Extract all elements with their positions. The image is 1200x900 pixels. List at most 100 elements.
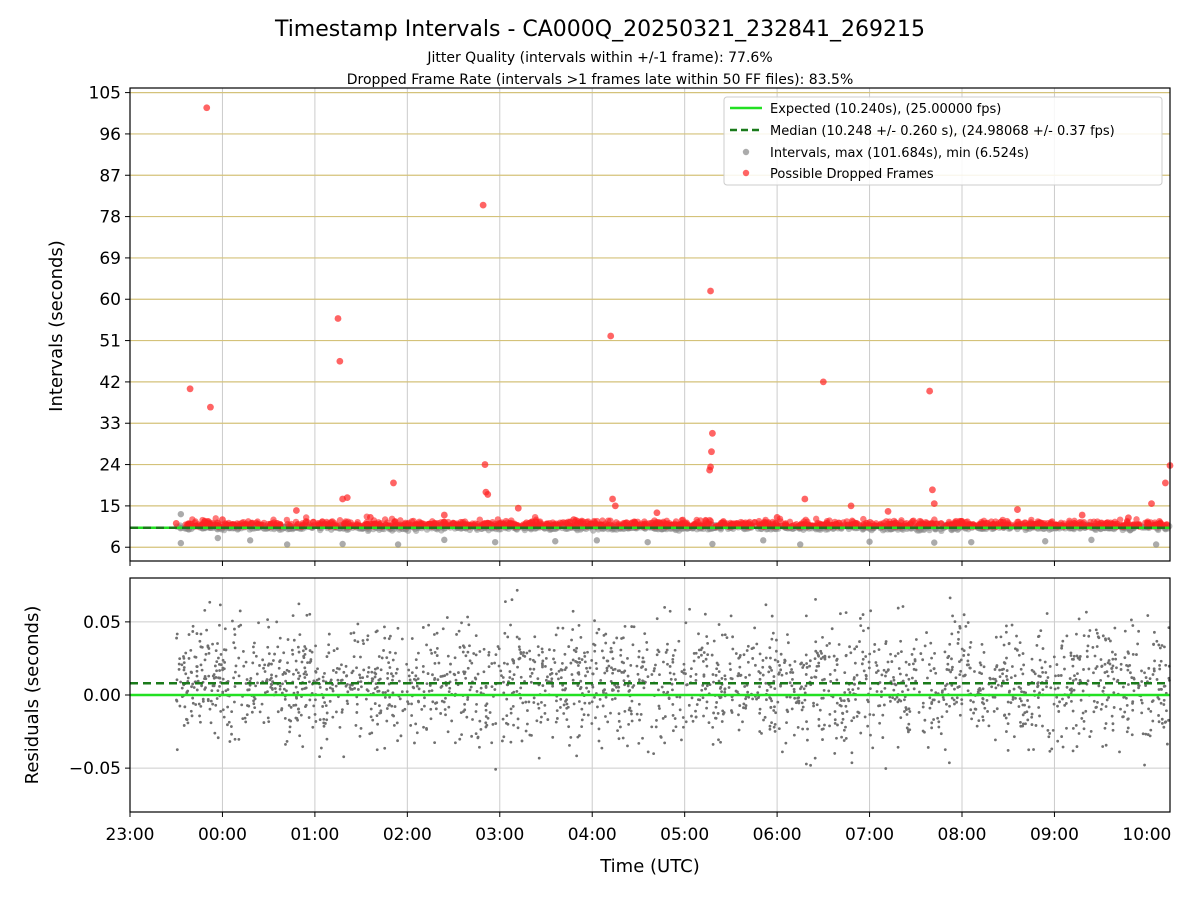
residual-point bbox=[403, 707, 407, 711]
residual-point bbox=[233, 633, 237, 636]
residual-point bbox=[897, 667, 901, 670]
residual-point bbox=[955, 700, 959, 704]
dropped-frame-point bbox=[952, 517, 960, 525]
residual-point bbox=[814, 669, 818, 673]
residual-point bbox=[465, 715, 469, 719]
dropped-frame-outlier-point bbox=[570, 516, 578, 524]
residual-point bbox=[767, 670, 771, 674]
residual-point bbox=[653, 667, 656, 670]
residual-point bbox=[611, 688, 614, 691]
residual-point bbox=[484, 715, 488, 718]
residual-point bbox=[215, 669, 218, 673]
residual-point bbox=[401, 709, 405, 713]
residual-point bbox=[298, 734, 302, 738]
residual-point bbox=[1162, 698, 1166, 702]
residual-point bbox=[407, 668, 411, 672]
residual-point bbox=[311, 725, 315, 729]
residual-point bbox=[861, 613, 865, 616]
residual-point bbox=[241, 650, 245, 653]
residual-point bbox=[904, 684, 908, 688]
residual-point bbox=[650, 673, 654, 676]
residual-point bbox=[823, 657, 827, 661]
bottom-x-tick-label: 09:00 bbox=[1030, 825, 1079, 845]
residual-point bbox=[1160, 721, 1164, 725]
residual-point bbox=[353, 639, 357, 642]
residual-point bbox=[680, 670, 684, 673]
residual-point bbox=[1078, 654, 1082, 658]
residual-point bbox=[300, 687, 304, 691]
residual-point bbox=[287, 703, 291, 707]
residual-point bbox=[586, 670, 590, 674]
top-y-tick-label: 96 bbox=[99, 125, 121, 145]
residual-point bbox=[817, 661, 821, 665]
residual-point bbox=[882, 703, 886, 707]
residual-point bbox=[474, 732, 478, 736]
residual-point bbox=[280, 707, 284, 710]
residual-point bbox=[640, 666, 643, 669]
dropped-frame-point bbox=[814, 521, 821, 528]
residual-point bbox=[557, 669, 561, 673]
residual-point bbox=[721, 709, 725, 713]
residual-point bbox=[892, 678, 896, 682]
residual-point bbox=[889, 699, 892, 703]
residual-point bbox=[571, 609, 575, 613]
residual-point bbox=[660, 685, 664, 689]
residual-point bbox=[904, 706, 908, 709]
residual-point bbox=[455, 633, 458, 636]
residual-point bbox=[1086, 644, 1090, 648]
residual-point bbox=[846, 697, 850, 701]
residual-point bbox=[429, 717, 433, 721]
residual-point bbox=[948, 642, 952, 646]
residual-point bbox=[452, 672, 456, 676]
residual-point bbox=[701, 696, 705, 700]
residual-point bbox=[1038, 714, 1041, 718]
residual-point bbox=[336, 678, 340, 682]
residual-point bbox=[1033, 689, 1036, 693]
residual-point bbox=[868, 687, 872, 691]
residual-point bbox=[571, 678, 575, 682]
residual-point bbox=[1082, 719, 1086, 723]
residual-point bbox=[217, 662, 221, 666]
residual-point bbox=[506, 635, 510, 639]
residual-point bbox=[1144, 684, 1148, 688]
residual-point bbox=[623, 709, 627, 713]
residual-point bbox=[1034, 724, 1038, 727]
residual-point bbox=[943, 687, 947, 691]
residual-point bbox=[283, 716, 287, 720]
residual-point bbox=[559, 697, 563, 701]
residual-point bbox=[359, 726, 363, 730]
residual-point bbox=[445, 672, 449, 676]
residual-point bbox=[327, 651, 331, 655]
residual-point bbox=[880, 673, 884, 677]
residual-point bbox=[433, 741, 437, 745]
residual-point bbox=[1027, 748, 1031, 752]
residual-point bbox=[616, 729, 619, 733]
residual-point bbox=[963, 674, 966, 678]
residual-point bbox=[966, 689, 970, 693]
residual-point bbox=[1103, 662, 1107, 666]
residual-point bbox=[1140, 701, 1144, 705]
residual-point bbox=[754, 663, 757, 667]
residual-point bbox=[800, 708, 804, 712]
residual-point bbox=[849, 651, 853, 655]
residual-point bbox=[1048, 749, 1052, 753]
residuals-y-axis-label: Residuals (seconds) bbox=[22, 606, 43, 785]
residual-point bbox=[847, 688, 850, 691]
residual-point bbox=[1017, 653, 1021, 657]
residual-point bbox=[1005, 656, 1008, 660]
residual-point bbox=[1021, 652, 1025, 655]
residual-point bbox=[874, 661, 878, 664]
dropped-frame-point bbox=[1040, 521, 1047, 528]
residual-point bbox=[478, 650, 482, 653]
residual-point bbox=[632, 625, 636, 629]
residual-point bbox=[738, 704, 742, 707]
residual-point bbox=[994, 679, 998, 683]
residual-point bbox=[1005, 674, 1008, 678]
residual-point bbox=[668, 671, 672, 675]
residual-point bbox=[982, 651, 986, 654]
residual-point bbox=[303, 676, 307, 679]
residual-point bbox=[519, 675, 523, 679]
residual-point bbox=[813, 756, 817, 760]
residual-point bbox=[255, 672, 259, 676]
